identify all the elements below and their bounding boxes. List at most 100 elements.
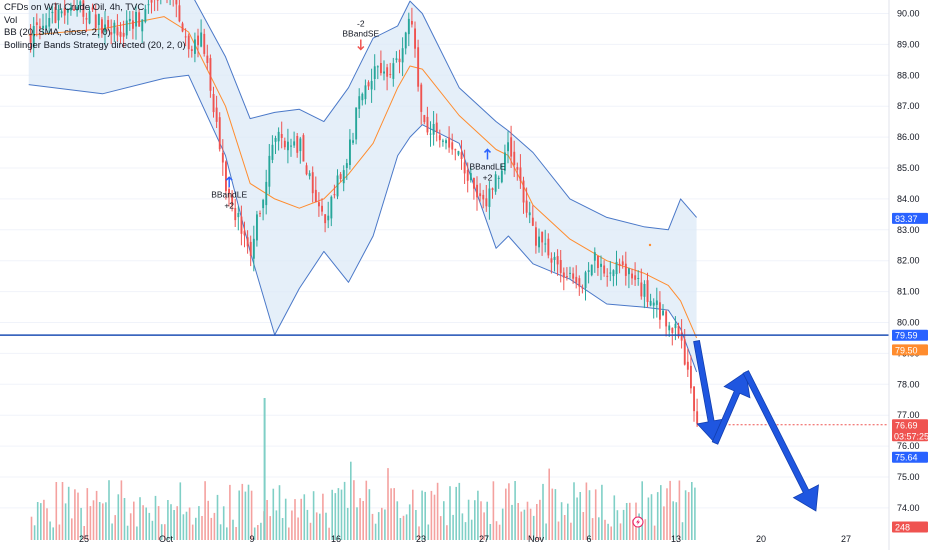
candle-body[interactable] [181,23,184,32]
candle-body[interactable] [578,278,581,287]
candle-body[interactable] [395,58,398,60]
candle-body[interactable] [544,243,547,245]
candle-body[interactable] [624,263,627,276]
candle-body[interactable] [370,80,373,90]
candle-body[interactable] [510,137,513,157]
candle-body[interactable] [324,214,327,224]
candle-body[interactable] [373,66,376,79]
candle-body[interactable] [593,252,596,261]
candle-body[interactable] [175,0,178,5]
candle-body[interactable] [575,276,578,283]
candle-body[interactable] [432,124,435,135]
candle-body[interactable] [141,19,144,32]
candle-body[interactable] [569,272,571,274]
candle-body[interactable] [283,140,286,148]
candle-body[interactable] [609,272,612,274]
candle-body[interactable] [693,386,695,412]
candle-body[interactable] [621,261,624,265]
candle-body[interactable] [584,272,587,289]
candle-body[interactable] [392,63,395,79]
candle-body[interactable] [612,270,615,277]
candle-body[interactable] [649,300,652,306]
candle-body[interactable] [600,263,602,267]
candle-body[interactable] [314,189,317,203]
candle-body[interactable] [349,139,351,166]
candle-body[interactable] [364,85,367,100]
candle-body[interactable] [243,230,246,236]
candle-body[interactable] [107,20,110,28]
candle-body[interactable] [97,13,100,25]
candle-body[interactable] [330,196,333,219]
candle-body[interactable] [500,170,503,183]
candle-body[interactable] [668,325,671,331]
candle-body[interactable] [54,6,57,23]
candle-body[interactable] [221,152,224,163]
candle-body[interactable] [352,140,354,143]
candle-body[interactable] [494,174,497,192]
candle-body[interactable] [305,165,308,175]
price-badge[interactable] [892,521,928,533]
candle-body[interactable] [215,107,218,122]
candle-body[interactable] [683,339,686,365]
candle-body[interactable] [79,1,82,7]
candle-body[interactable] [659,302,661,320]
candle-body[interactable] [187,35,190,50]
candle-body[interactable] [88,11,91,24]
candle-body[interactable] [389,74,392,75]
candle-body[interactable] [686,361,689,370]
candle-body[interactable] [538,236,540,248]
candle-body[interactable] [497,177,500,179]
price-axis[interactable] [889,0,932,550]
candle-body[interactable] [541,231,544,243]
candle-body[interactable] [57,9,60,21]
candle-body[interactable] [252,238,255,259]
price-badge[interactable] [892,451,928,463]
candle-body[interactable] [70,7,72,11]
candle-body[interactable] [581,287,584,289]
candle-body[interactable] [42,25,44,29]
candle-body[interactable] [333,194,336,196]
candle-body[interactable] [225,161,227,192]
candle-body[interactable] [60,11,63,14]
long-signal-arrow-icon[interactable] [225,176,233,188]
candle-body[interactable] [479,193,482,197]
candle-body[interactable] [66,8,69,13]
candle-body[interactable] [212,94,215,113]
candle-body[interactable] [296,136,299,153]
price-badge[interactable] [892,212,928,224]
candle-body[interactable] [690,365,692,389]
candle-body[interactable] [566,276,568,278]
candle-body[interactable] [262,199,265,209]
candle-body[interactable] [485,198,488,207]
short-signal-arrow-icon[interactable] [357,39,365,51]
candle-body[interactable] [407,18,410,35]
candle-body[interactable] [463,162,466,174]
price-badge[interactable] [892,329,928,341]
candle-body[interactable] [94,14,97,28]
candle-body[interactable] [559,260,562,273]
candle-body[interactable] [308,173,311,177]
candle-body[interactable] [628,268,630,275]
candle-body[interactable] [516,167,519,170]
candle-body[interactable] [274,138,277,142]
candle-body[interactable] [132,20,134,29]
candle-body[interactable] [634,275,637,280]
bollinger-upper-line[interactable] [29,0,697,231]
candle-body[interactable] [277,131,280,142]
candle-body[interactable] [615,261,618,275]
candle-body[interactable] [482,194,485,200]
candle-body[interactable] [646,280,649,302]
candle-body[interactable] [147,4,150,6]
candle-body[interactable] [200,32,203,47]
candle-body[interactable] [603,265,606,274]
candle-body[interactable] [383,71,385,74]
candle-body[interactable] [435,122,438,132]
candle-body[interactable] [290,145,292,147]
candle-body[interactable] [249,241,252,256]
candle-body[interactable] [119,31,122,37]
candle-body[interactable] [327,215,330,221]
candle-body[interactable] [404,32,407,49]
candle-body[interactable] [597,255,599,268]
candle-body[interactable] [680,332,683,341]
